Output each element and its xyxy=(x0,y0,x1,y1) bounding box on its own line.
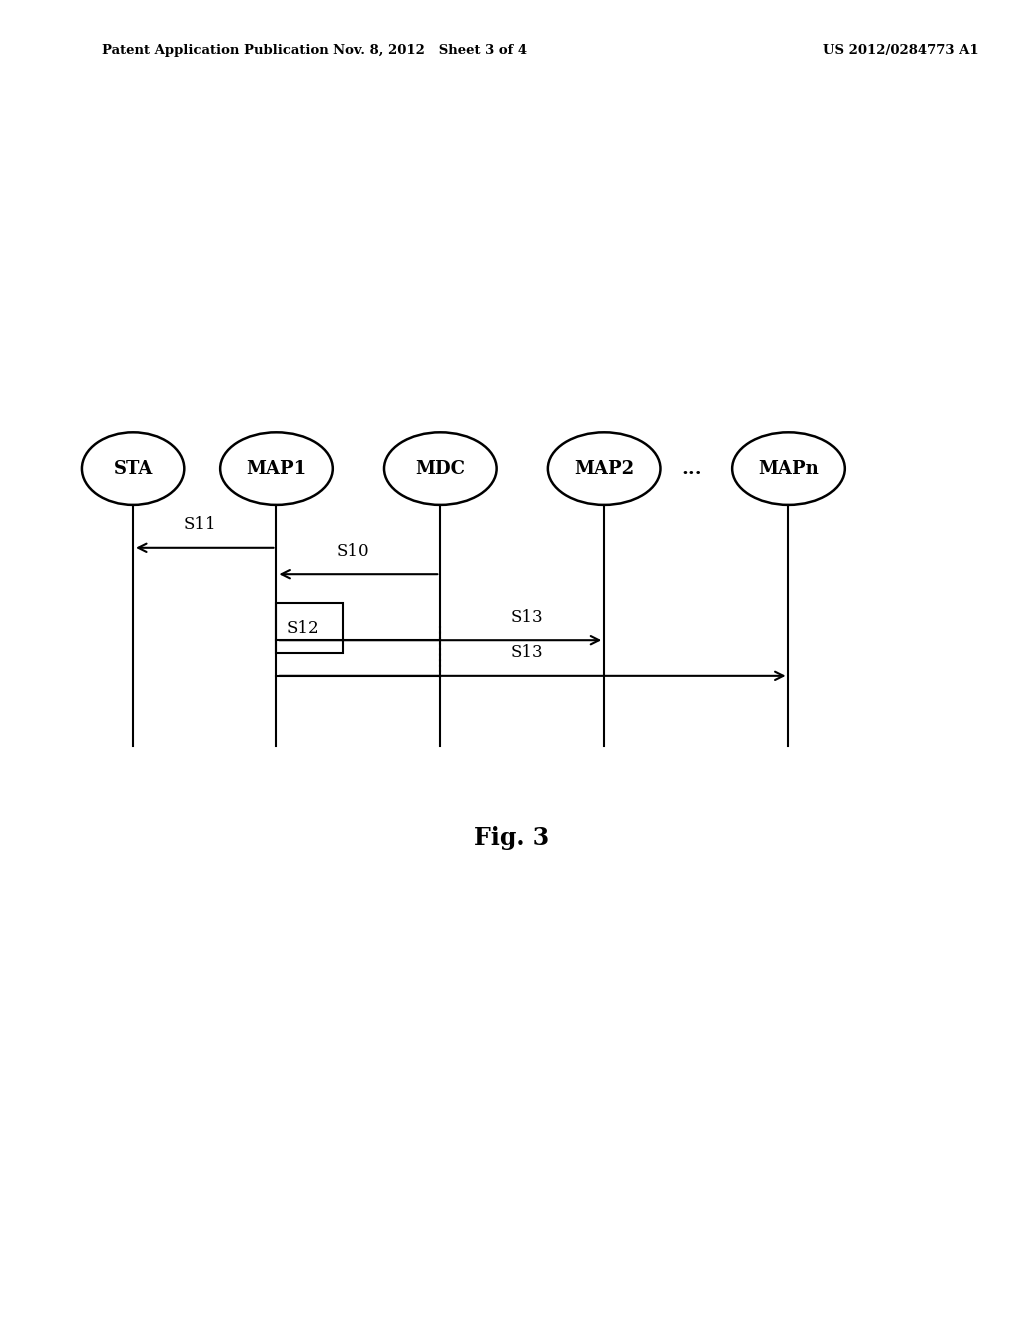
Text: Patent Application Publication: Patent Application Publication xyxy=(102,44,329,57)
Text: Nov. 8, 2012   Sheet 3 of 4: Nov. 8, 2012 Sheet 3 of 4 xyxy=(333,44,527,57)
Text: S12: S12 xyxy=(287,620,319,636)
Text: S10: S10 xyxy=(337,543,370,560)
Text: STA: STA xyxy=(114,459,153,478)
Text: S13: S13 xyxy=(511,609,544,626)
Text: S13: S13 xyxy=(511,644,544,661)
Text: US 2012/0284773 A1: US 2012/0284773 A1 xyxy=(823,44,979,57)
Text: Fig. 3: Fig. 3 xyxy=(474,826,550,850)
Text: MDC: MDC xyxy=(416,459,465,478)
Text: ...: ... xyxy=(681,459,701,478)
Text: MAP2: MAP2 xyxy=(574,459,634,478)
Text: S11: S11 xyxy=(183,516,216,533)
Text: MAP1: MAP1 xyxy=(247,459,306,478)
Text: MAPn: MAPn xyxy=(758,459,819,478)
